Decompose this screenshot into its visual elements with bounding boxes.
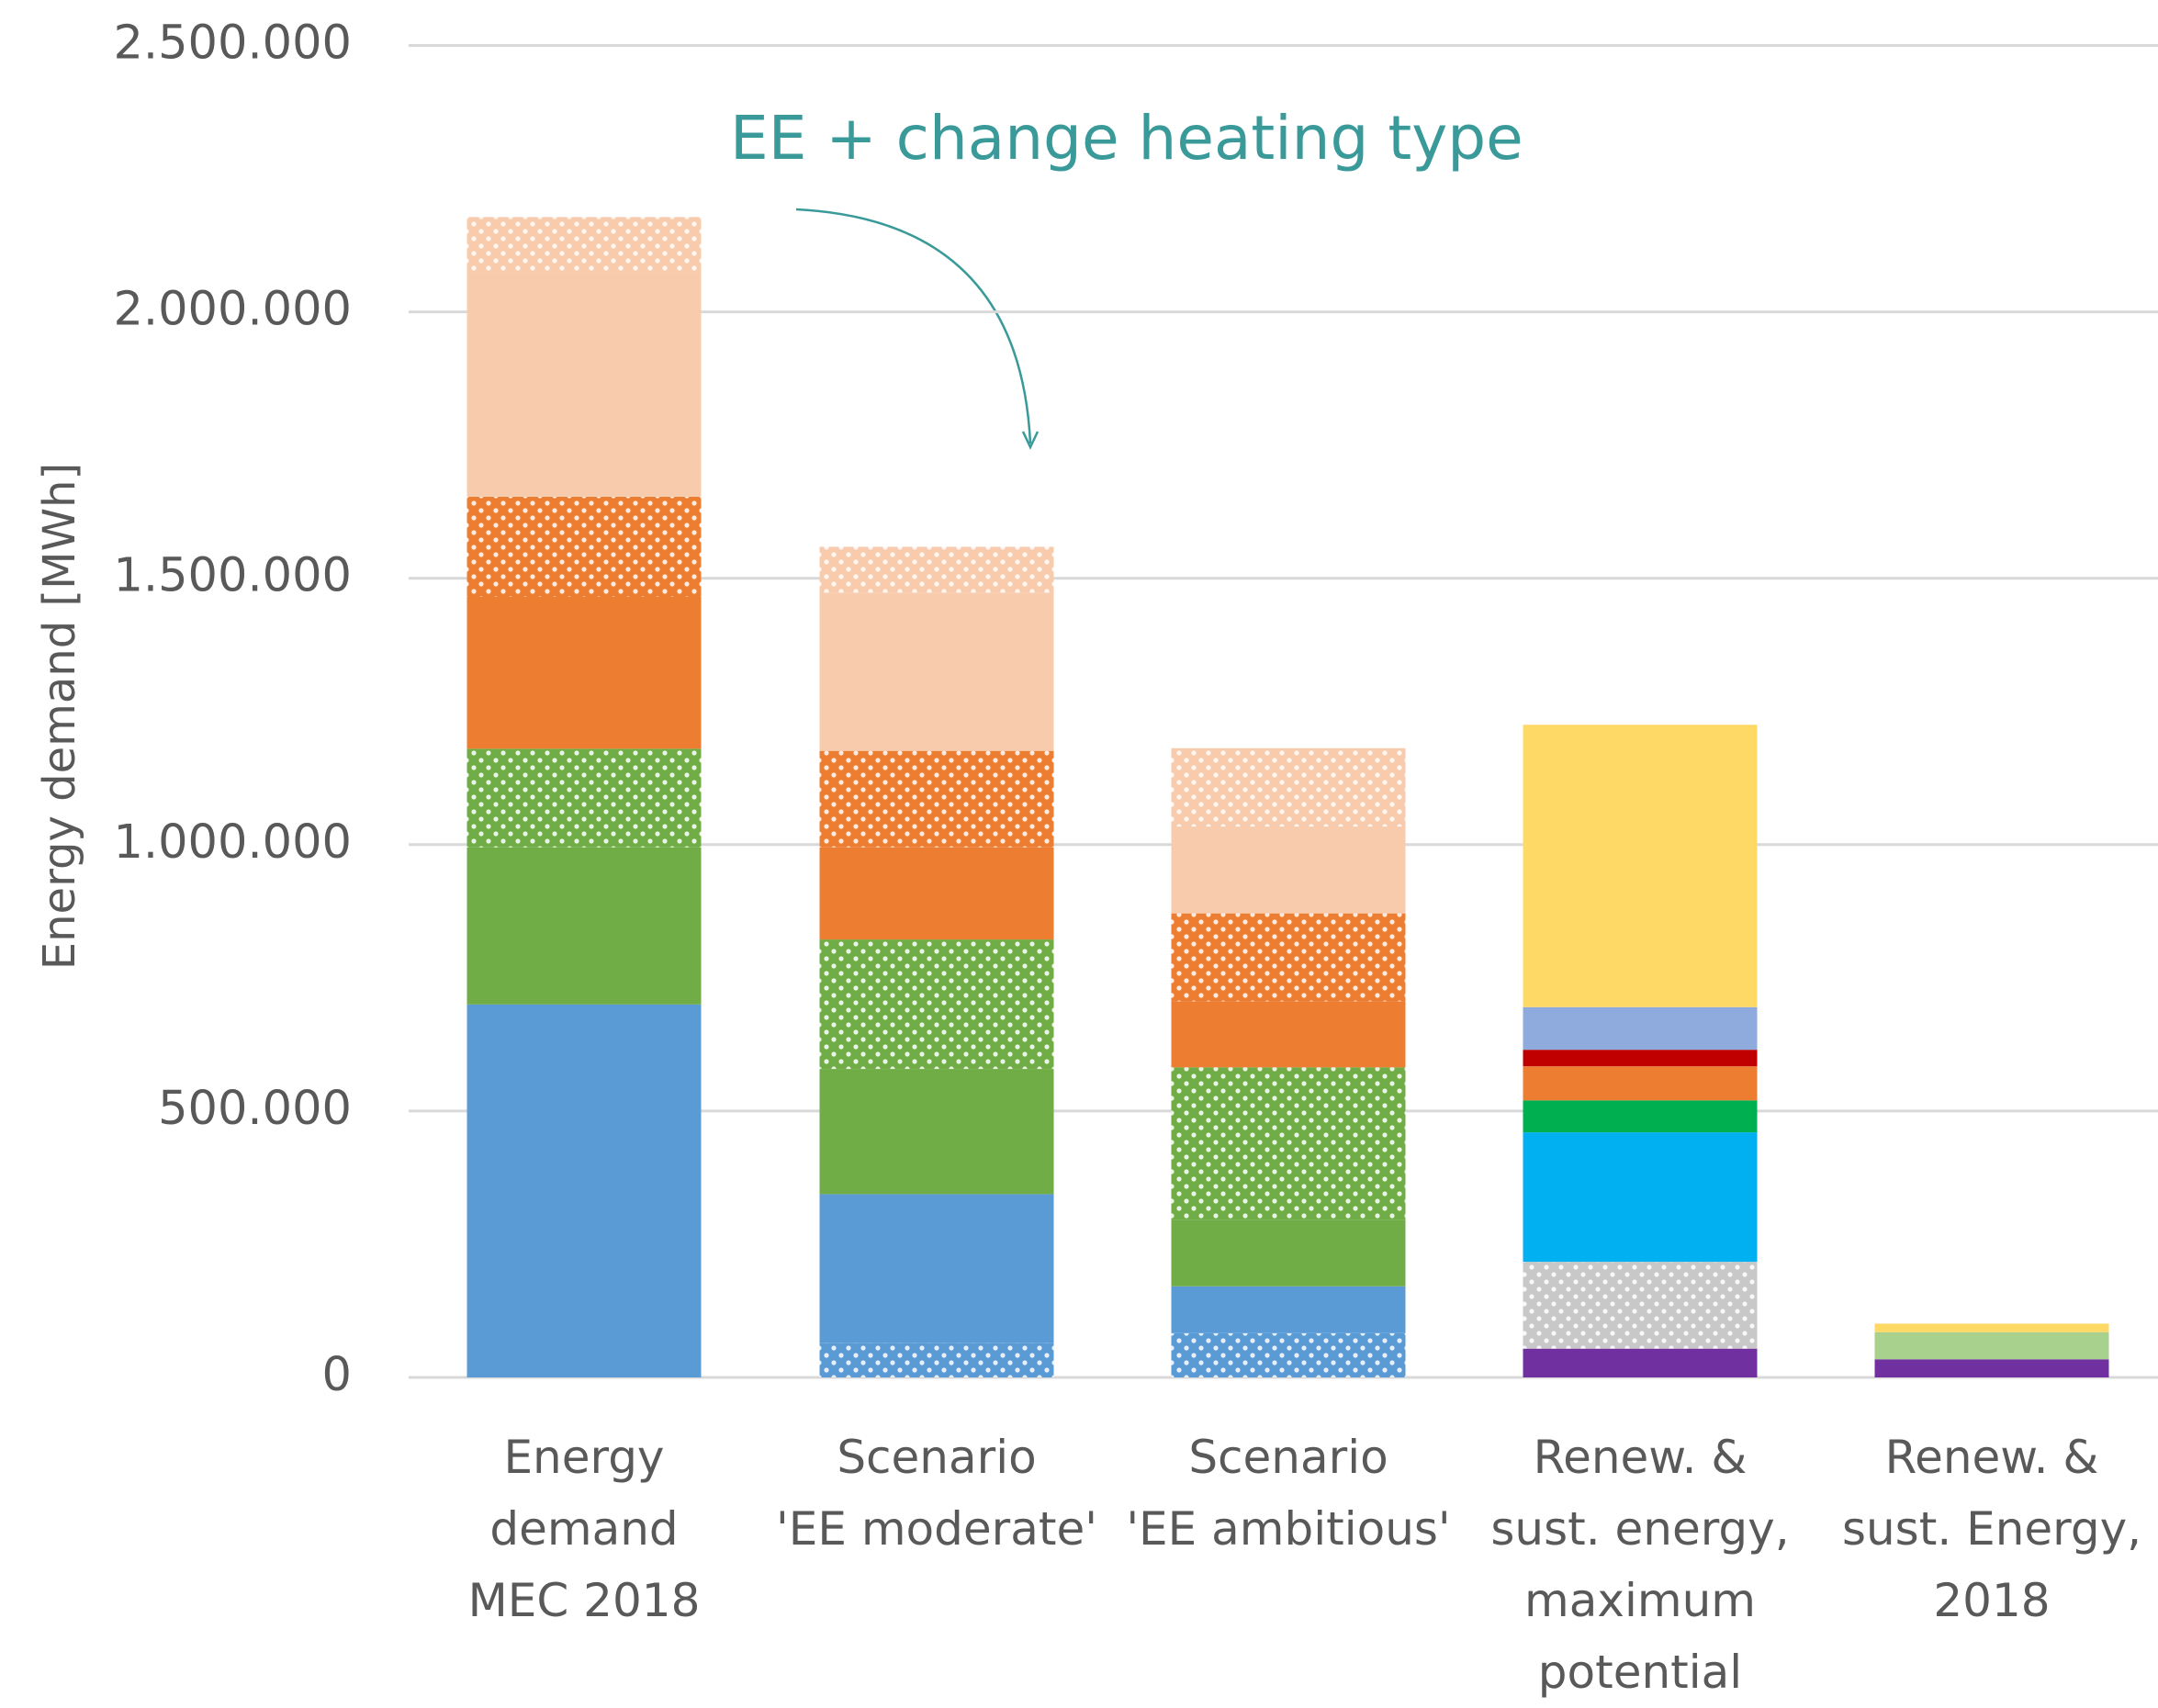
y-tick-label: 0 [322,1348,352,1402]
x-tick-label: Renew. & sust. energy, maximum potential [1490,1431,1790,1699]
bar-segment [1874,1359,2109,1377]
bar-segment [819,847,1054,940]
bar-segment [1171,1219,1406,1287]
bar-segment [466,847,702,1005]
bar-segment [1523,1132,1758,1263]
annotation: EE + change heating type [730,103,1523,174]
bar-segment [1171,1001,1406,1068]
bar-segment [1874,1323,2109,1332]
bar-segment [819,546,1054,593]
bar-segment [1171,1067,1406,1220]
y-tick-label: 2.500.000 [113,17,352,71]
bar-segment [819,1194,1054,1343]
bar-segment [819,592,1054,751]
bar-segment [819,1343,1054,1377]
bar-segment [466,1004,702,1377]
bar-segment [819,750,1054,848]
bar-segment [1523,1100,1758,1133]
bar-segment [466,748,702,848]
bar-segment [1523,1050,1758,1067]
y-axis-label: Energy demand [MWh] [34,463,85,970]
bar-segment [1523,1006,1758,1051]
bar-segment [1171,1286,1406,1333]
annotation-arrow [795,208,1032,444]
bar-segment [466,496,702,598]
y-tick-label: 500.000 [158,1082,352,1136]
y-tick-label: 1.500.000 [113,549,352,603]
annotation-arrowhead [1021,431,1040,450]
bar-segment [466,272,702,497]
bar-segment [1874,1332,2109,1360]
bar-segment [819,939,1054,1070]
bar-segment [1523,1262,1758,1349]
x-tick-label: Scenario 'EE moderate' [776,1431,1097,1556]
x-tick-label: Scenario 'EE ambitious' [1126,1431,1451,1556]
x-tick-label: Energy demand MEC 2018 [467,1431,701,1627]
bar-segment [819,1069,1054,1195]
bar-segment [1171,747,1406,827]
x-tick-label: Renew. & sust. Energy, 2018 [1841,1431,2142,1627]
bar-segment [1171,1332,1406,1377]
y-tick-label: 1.000.000 [113,815,352,870]
bar-segment [1523,1348,1758,1377]
bar-segment [466,597,702,749]
y-tick-label: 2.000.000 [113,283,352,337]
bar-segment [1171,913,1406,1002]
bar-segment [1171,826,1406,914]
bar-segment [1523,1066,1758,1101]
bar-segment [1523,725,1758,1007]
bar-segment [466,217,702,273]
